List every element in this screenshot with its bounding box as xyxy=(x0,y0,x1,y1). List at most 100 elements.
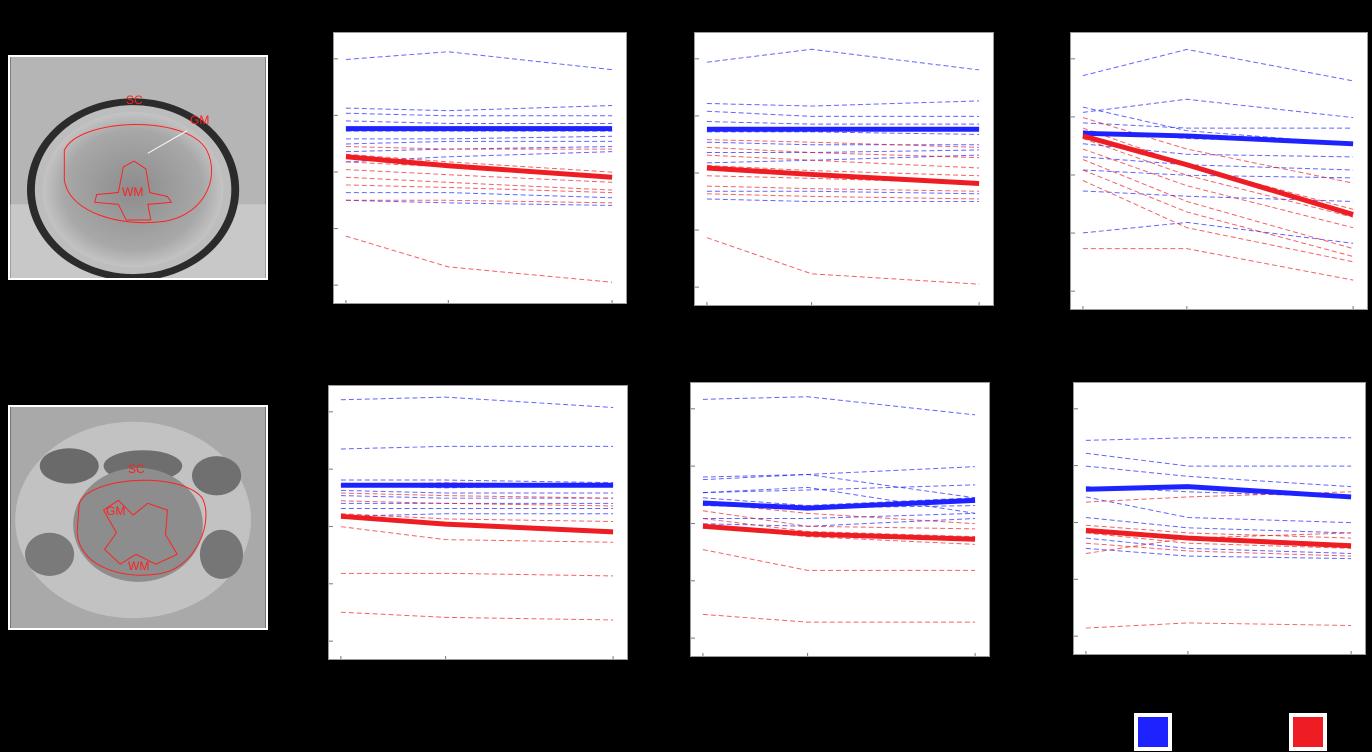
subject-series-line xyxy=(702,497,976,507)
subject-series-line xyxy=(345,192,613,199)
subject-series-line xyxy=(1085,532,1352,549)
subject-series-line xyxy=(706,141,980,146)
chart-svg-6 xyxy=(1074,408,1352,654)
subject-series-line xyxy=(345,112,613,117)
mean-series-line xyxy=(340,513,614,535)
chart-panel-5 xyxy=(690,382,990,657)
subject-series-line xyxy=(345,146,613,153)
subject-series-line xyxy=(340,445,614,450)
subject-series-line xyxy=(345,176,613,191)
legend-swatch-red xyxy=(1287,711,1329,752)
subject-series-line xyxy=(1082,48,1354,82)
mean-series-line xyxy=(1085,484,1352,500)
subject-series-line xyxy=(345,120,613,124)
subject-series-line xyxy=(706,100,980,107)
subject-series-line xyxy=(706,131,980,135)
subject-series-line xyxy=(706,121,980,125)
chart-panel-2 xyxy=(694,32,994,306)
chart-svg-2 xyxy=(695,48,980,305)
mean-series-line xyxy=(1082,133,1354,217)
subject-series-line xyxy=(702,466,976,478)
subject-series-line xyxy=(702,613,976,623)
chart-panel-3 xyxy=(1070,32,1368,310)
subject-series-line xyxy=(1082,122,1354,129)
subject-series-line xyxy=(1082,127,1354,210)
chart-panel-6 xyxy=(1073,382,1366,655)
subject-series-line xyxy=(1082,159,1354,250)
legend-swatch-blue xyxy=(1132,711,1174,752)
subject-series-line xyxy=(702,549,976,571)
mri-image-top: SC GM WM xyxy=(8,55,268,280)
mean-series-line xyxy=(345,154,613,180)
mri-image-bottom: SC GM WM xyxy=(8,405,268,630)
mean-series-line xyxy=(706,165,980,186)
wm-label: WM xyxy=(122,185,144,199)
subject-series-line xyxy=(345,161,613,178)
subject-series-line xyxy=(340,489,614,494)
subject-series-line xyxy=(1085,532,1352,554)
subject-series-line xyxy=(345,140,613,145)
subject-series-line xyxy=(702,518,976,538)
subject-series-line xyxy=(340,492,614,499)
subject-series-line xyxy=(1085,524,1352,539)
mri-scan-top xyxy=(10,57,266,278)
gm-label: GM xyxy=(106,504,126,518)
subject-series-line xyxy=(706,198,980,203)
subject-series-line xyxy=(1085,542,1352,557)
subject-series-line xyxy=(345,199,613,204)
sc-label: SC xyxy=(126,93,143,107)
subject-series-line xyxy=(1085,452,1352,467)
subject-series-line xyxy=(340,396,614,408)
chart-panel-1 xyxy=(333,32,627,304)
subject-series-line xyxy=(340,513,614,523)
subject-series-line xyxy=(345,169,613,183)
subject-series-line xyxy=(1085,517,1352,534)
subject-series-line xyxy=(345,135,613,140)
subject-series-line xyxy=(1082,138,1354,218)
subject-series-line xyxy=(1082,169,1354,257)
subject-series-line xyxy=(706,110,980,117)
subject-series-line xyxy=(340,495,614,499)
subject-series-line xyxy=(1082,248,1354,281)
subject-series-line xyxy=(706,164,980,177)
chart-svg-1 xyxy=(334,51,613,303)
subject-series-line xyxy=(345,51,613,71)
subject-series-line xyxy=(1085,537,1352,554)
subject-series-line xyxy=(345,105,613,112)
gm-label: GM xyxy=(190,113,210,127)
subject-series-line xyxy=(706,190,980,195)
subject-series-line xyxy=(345,146,613,150)
subject-series-line xyxy=(702,484,976,494)
subject-series-line xyxy=(706,149,980,154)
chart-svg-3 xyxy=(1071,48,1354,309)
subject-series-line xyxy=(702,473,976,499)
subject-series-line xyxy=(340,500,614,507)
subject-series-line xyxy=(1082,98,1354,119)
subject-series-line xyxy=(702,512,976,520)
subject-series-line xyxy=(706,139,980,148)
subject-series-line xyxy=(706,193,980,200)
mean-series-line xyxy=(1085,527,1352,549)
subject-series-line xyxy=(706,237,980,285)
subject-series-line xyxy=(1082,180,1354,263)
subject-series-line xyxy=(1085,622,1352,629)
chart-svg-4 xyxy=(329,396,614,659)
subject-series-line xyxy=(1082,169,1354,179)
subject-series-line xyxy=(340,526,614,543)
subject-series-line xyxy=(706,48,980,71)
mean-series-line xyxy=(1082,130,1354,147)
subject-series-line xyxy=(706,146,980,159)
mean-series-line xyxy=(702,523,976,542)
mean-series-line xyxy=(702,497,976,511)
subject-series-line xyxy=(340,479,614,484)
subject-series-line xyxy=(340,572,614,577)
sc-label: SC xyxy=(128,462,145,476)
wm-label: WM xyxy=(128,559,150,573)
subject-series-line xyxy=(1082,221,1354,244)
subject-series-line xyxy=(340,611,614,621)
subject-series-line xyxy=(1082,117,1354,184)
subject-series-line xyxy=(345,184,613,194)
subject-series-line xyxy=(1085,547,1352,560)
subject-series-line xyxy=(702,518,976,527)
subject-series-line xyxy=(1085,465,1352,488)
